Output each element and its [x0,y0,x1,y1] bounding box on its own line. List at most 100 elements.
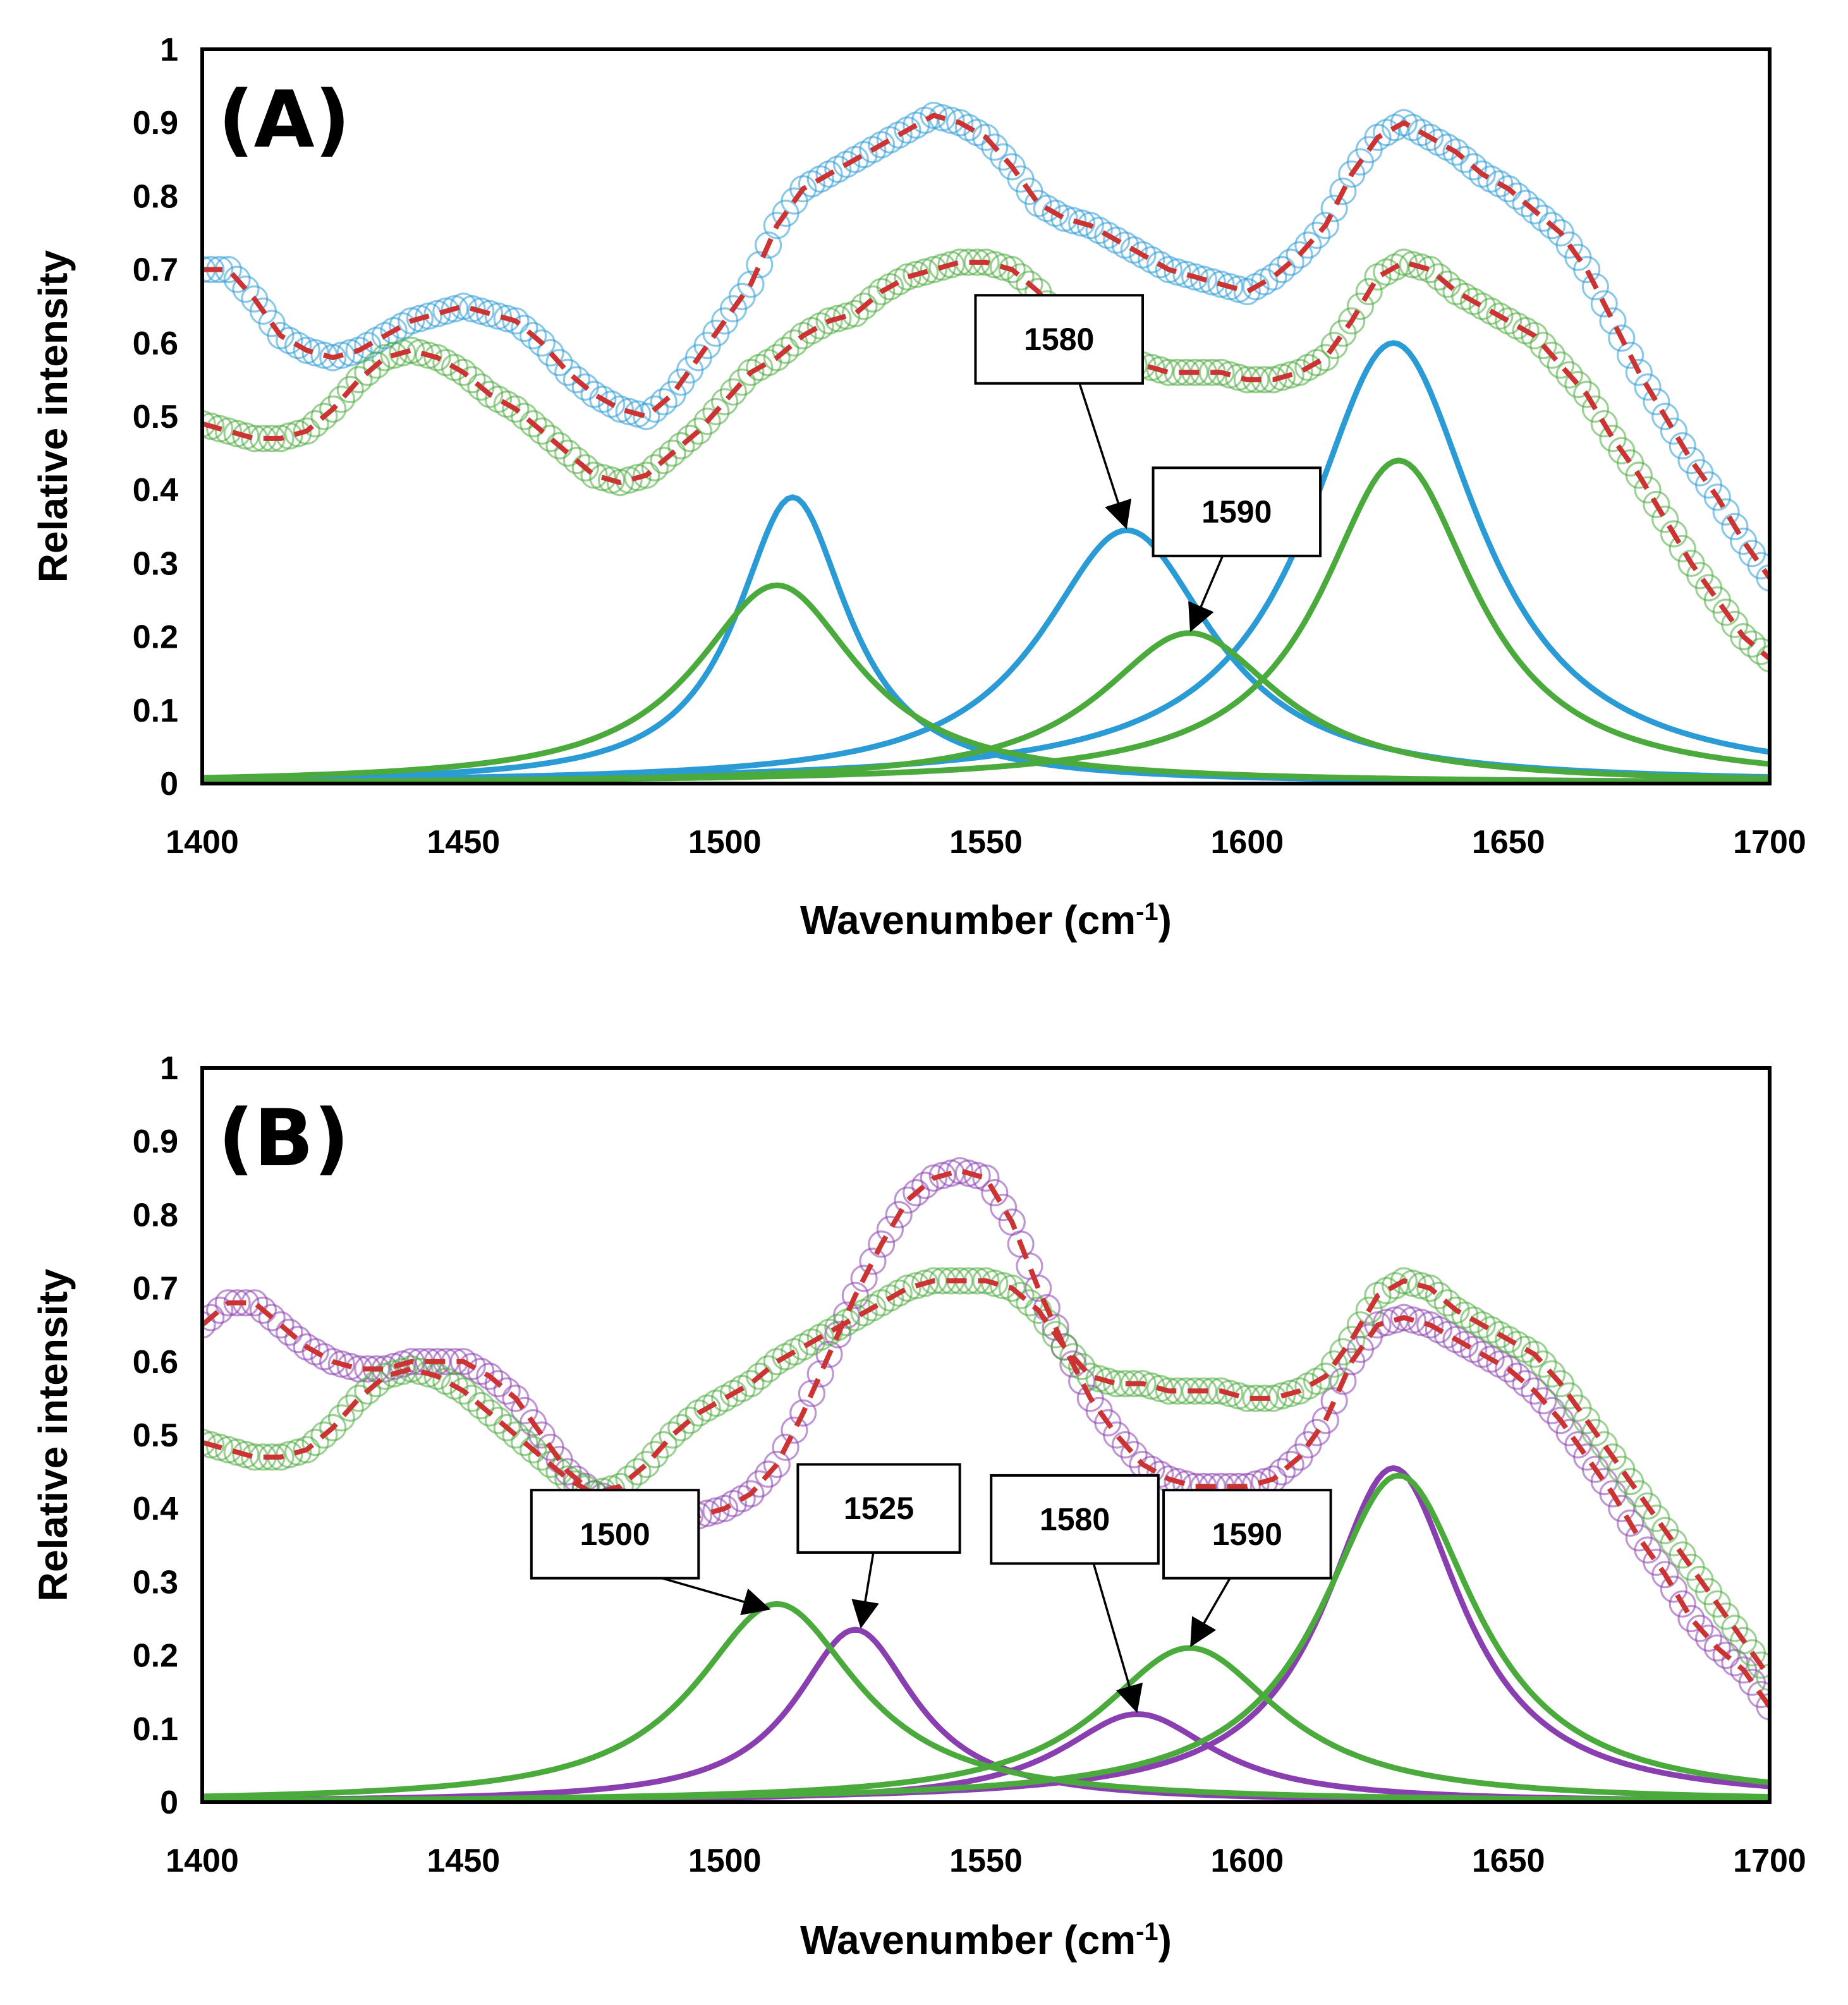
component-peak-a-0 [202,494,1770,784]
x-tick-label: 1650 [1472,1843,1545,1879]
data-point [1625,358,1653,386]
data-point [1294,231,1322,259]
data-point [650,447,678,475]
annotation-label: 1590 [1212,1517,1282,1552]
x-tick-label: 1500 [688,824,762,861]
data-point [981,133,1009,161]
data-point [1521,322,1548,349]
data-point [728,368,756,396]
data-point [537,1450,564,1479]
data-point [963,248,991,276]
data-point [1416,123,1444,151]
data-point [502,307,530,335]
data-point [511,403,538,430]
data-point [1346,1311,1374,1339]
data-point [772,336,799,365]
data-point [1529,332,1557,360]
data-point [998,1274,1026,1302]
data-point [911,1172,939,1199]
data-point [667,1414,695,1441]
data-point [989,143,1018,171]
data-point [1721,512,1749,540]
data-point [1634,476,1662,504]
x-axis-label-sup-b: -1 [1136,1918,1158,1946]
x-tick-label: 1400 [166,1843,239,1879]
data-point [1495,1355,1523,1383]
data-point [754,1460,782,1488]
data-point [676,425,704,452]
component-peak-b-3 [202,1601,1770,1802]
data-point [202,1304,225,1331]
data-point [362,351,391,379]
data-point [1503,1362,1531,1390]
data-point [1521,1340,1548,1368]
data-point [746,1470,774,1498]
annotation-arrow [1188,555,1224,633]
x-tick-label: 1650 [1472,824,1545,861]
data-point [1538,1396,1566,1424]
data-point [1460,1335,1488,1363]
data-point [1425,1281,1452,1309]
data-point [1756,1663,1770,1692]
fit-curve-b-0 [202,1168,1770,1709]
measured-series-b-0 [202,1157,1770,1721]
data-point [458,366,486,394]
data-point [1338,307,1366,335]
ticks-b: 1400 1450 1500 1550 1600 1650 1700 0 0.1 0.2 0.3 0.… [133,1050,1806,1879]
data-point [562,366,591,394]
data-point [1277,248,1304,276]
x-tick-label: 1450 [427,824,500,861]
annotation-box [796,1463,961,1554]
y-axis-label-b: Relative intensity [30,1268,76,1601]
data-point [1529,1350,1557,1378]
data-point [1712,498,1740,526]
plot-area-b [202,1157,1770,1802]
data-point [1338,1326,1366,1354]
measured-series-a-0 [202,102,1770,592]
data-point [1747,552,1770,579]
annotation-label: 1525 [844,1491,914,1526]
data-point [633,461,660,489]
y-tick-label: 0.9 [133,105,178,142]
data-point [1303,221,1331,249]
data-point [528,329,556,357]
data-point [493,1414,521,1441]
annotation-arrow [1190,1577,1231,1647]
data-point [1268,1458,1296,1486]
data-point [511,1429,538,1457]
data-point [1320,195,1348,222]
annotation-label: 1580 [1024,322,1094,357]
annotation-box [1152,466,1322,557]
data-point [345,1384,373,1412]
data-point [258,1443,286,1471]
data-point [641,1441,669,1469]
y-tick-label: 0.6 [133,325,178,362]
plot-frame-a [200,47,1772,785]
x-tick-label: 1450 [427,1843,500,1879]
data-point [1111,1431,1140,1459]
x-tick-label: 1600 [1210,1843,1284,1879]
data-point [1303,349,1331,377]
data-point [1050,1333,1078,1361]
data-point [1573,256,1601,284]
component-peak-b-5 [202,1472,1770,1802]
data-point [1538,1360,1566,1388]
fit-curve-a-1 [202,260,1770,661]
data-point [1669,535,1696,562]
data-point [1495,175,1523,203]
data-point [562,447,591,475]
data-point [502,1421,530,1449]
data-point [1747,1651,1770,1679]
component-peak-b-2 [202,1465,1770,1802]
data-point [1007,263,1035,291]
x-tick-label: 1550 [949,824,1023,861]
data-point [781,1416,808,1444]
data-point [449,358,477,386]
data-point [868,277,896,306]
data-point [1634,373,1662,401]
x-axis-label-a: Wavenumber (cm-1) [800,897,1172,943]
data-point [484,1370,513,1398]
data-point [1703,1634,1731,1662]
data-point [1747,638,1770,665]
